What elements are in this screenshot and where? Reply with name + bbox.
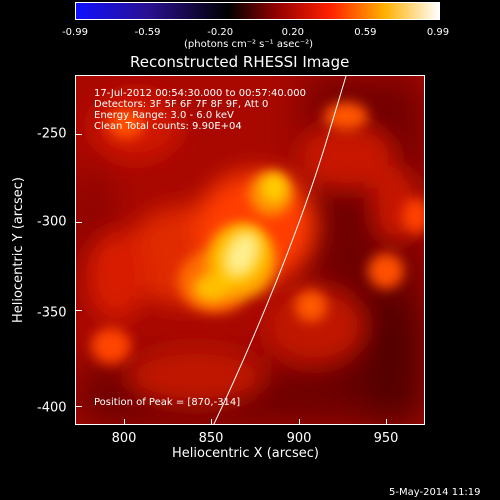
x-tick-label: 900 [286,431,312,446]
footer-date: 5-May-2014 11:19 [389,487,481,498]
solar-image [75,75,425,425]
y-tick-label: -350 [37,305,67,321]
colorbar-tick-label: 0.99 [426,27,450,38]
info-detectors: Detectors: 3F 5F 6F 7F 8F 9F, Att 0 [94,99,269,110]
y-tick-label: -250 [37,126,67,142]
x-axis-label: Heliocentric X (arcsec) [172,446,319,461]
y-tickmark [75,310,82,311]
x-tickmark [299,419,300,425]
info-time: 17-Jul-2012 00:54:30.000 to 00:57:40.000 [94,88,306,99]
x-tickmark [211,419,212,425]
y-axis-label: Heliocentric Y (arcsec) [11,177,26,323]
colorbar-tick-label: 0.59 [354,27,377,38]
info-clean: Clean Total counts: 9.90E+04 [94,121,242,132]
y-tickmark [75,222,82,223]
x-tickmark [124,419,125,425]
y-tick-label: -300 [37,214,67,230]
colorbar-gradient [76,3,439,19]
colorbar-tick-label: 0.20 [281,27,304,38]
colorbar-tick-label: -0.99 [62,27,88,38]
flare-emission [76,76,424,424]
x-tickmark [386,419,387,425]
x-tick-label: 800 [111,431,137,446]
limb-curve [213,76,347,424]
colorbar [75,2,440,20]
info-energy: Energy Range: 3.0 - 6.0 keV [94,110,234,121]
x-tick-label: 850 [198,431,224,446]
info-peak: Position of Peak = [870,-314] [94,397,241,408]
y-tick-label: -400 [37,400,67,416]
colorbar-units: (photons cm⁻² s⁻¹ asec⁻²) [184,39,314,50]
colorbar-tick-label: -0.20 [207,27,234,38]
y-tickmark [75,134,82,135]
image-title: Reconstructed RHESSI Image [130,53,350,71]
colorbar-tick-label: -0.59 [134,27,161,38]
y-tickmark [75,406,82,407]
x-tick-label: 950 [373,431,399,446]
